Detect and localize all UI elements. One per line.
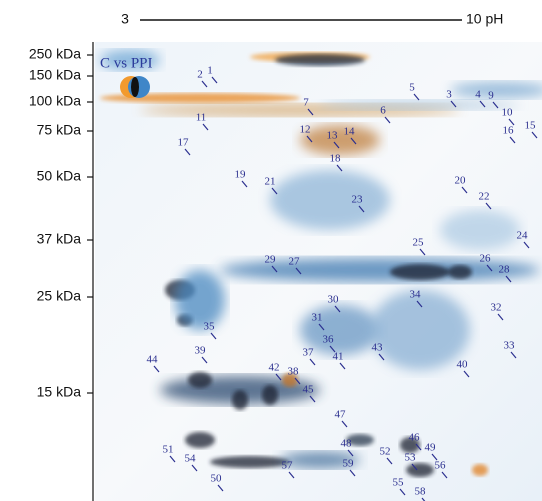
spot-label: 36 (323, 334, 335, 346)
mass-label: 100 kDa (29, 93, 81, 109)
gel-spot (232, 390, 248, 410)
spot-label: 17 (178, 137, 190, 149)
spot-label: 50 (211, 473, 223, 485)
ph-end: 10 pH (466, 11, 503, 27)
spot-label: 52 (380, 446, 391, 458)
spot-label: 13 (327, 130, 339, 142)
gel-spot (275, 54, 365, 66)
gel-spot (440, 210, 520, 250)
mass-label: 25 kDa (37, 288, 82, 304)
spot-label: 43 (372, 342, 384, 354)
mass-label: 50 kDa (37, 168, 82, 184)
spot-label: 37 (303, 347, 315, 359)
gel-spot (370, 290, 470, 370)
comparison-label: C vs PPI (100, 55, 153, 71)
gel-spot (448, 265, 472, 279)
ph-start: 3 (121, 11, 129, 27)
spot-label: 1 (207, 65, 213, 77)
spot-label: 44 (147, 354, 159, 366)
spot-label: 45 (303, 384, 315, 396)
spot-label: 31 (312, 312, 323, 324)
spot-label: 54 (185, 453, 197, 465)
spot-label: 15 (525, 120, 537, 132)
spot-label: 59 (343, 458, 355, 470)
spot-label: 56 (435, 460, 447, 472)
spot-label: 23 (352, 194, 364, 206)
mass-label: 15 kDa (37, 384, 82, 400)
spot-label: 46 (409, 432, 421, 444)
mass-label: 75 kDa (37, 122, 82, 138)
spot-label: 18 (330, 153, 342, 165)
spot-label: 32 (491, 302, 502, 314)
gel-spot (472, 464, 488, 476)
spot-label: 11 (196, 112, 207, 124)
spot-label: 19 (235, 169, 247, 181)
gel-figure: 3 10 pH C vs PPI 250 kDa150 kDa100 kDa75… (0, 0, 542, 501)
spot-label: 42 (269, 362, 280, 374)
spot-label: 14 (344, 126, 356, 138)
spot-label: 47 (335, 409, 347, 421)
spot-label: 24 (517, 230, 529, 242)
spot-label: 51 (163, 444, 174, 456)
spot-label: 6 (380, 105, 386, 117)
spot-label: 7 (303, 97, 309, 109)
spot-label: 57 (282, 460, 294, 472)
spot-label: 39 (195, 345, 207, 357)
spot-label: 53 (405, 452, 417, 464)
spot-label: 30 (328, 294, 340, 306)
gel-spot (406, 463, 434, 477)
gel-spot (210, 456, 290, 468)
spot-label: 16 (503, 125, 515, 137)
gel-spot (188, 372, 212, 388)
overlap-marker (131, 77, 139, 97)
spot-label: 12 (300, 124, 311, 136)
spot-label: 9 (488, 90, 494, 102)
spot-label: 48 (341, 438, 353, 450)
spot-label: 10 (502, 107, 514, 119)
spot-label: 35 (204, 321, 216, 333)
spot-label: 22 (479, 191, 490, 203)
spot-label: 38 (288, 366, 300, 378)
spot-label: 20 (455, 175, 467, 187)
gel-spot (270, 170, 390, 230)
spot-label: 40 (457, 359, 469, 371)
spot-label: 26 (480, 253, 492, 265)
gel-spot (390, 264, 450, 280)
spot-label: 29 (265, 254, 277, 266)
gel-spot (300, 125, 380, 155)
gel-spot (262, 385, 278, 405)
spot-label: 33 (504, 340, 516, 352)
mass-label: 150 kDa (29, 67, 81, 83)
spot-label: 3 (446, 89, 452, 101)
spot-label: 4 (475, 89, 481, 101)
spot-label: 55 (393, 477, 405, 489)
spot-label: 27 (289, 256, 301, 268)
spot-label: 58 (415, 486, 427, 498)
gel-spot (185, 432, 215, 448)
spot-label: 28 (499, 264, 511, 276)
spot-label: 34 (410, 289, 422, 301)
mass-label: 37 kDa (37, 231, 82, 247)
gel-spot (175, 270, 225, 330)
spot-label: 21 (265, 176, 276, 188)
spot-label: 41 (333, 351, 344, 363)
spot-label: 2 (197, 69, 203, 81)
mass-label: 250 kDa (29, 46, 81, 62)
spot-label: 49 (425, 442, 437, 454)
spot-label: 25 (413, 237, 425, 249)
spot-label: 5 (409, 82, 415, 94)
